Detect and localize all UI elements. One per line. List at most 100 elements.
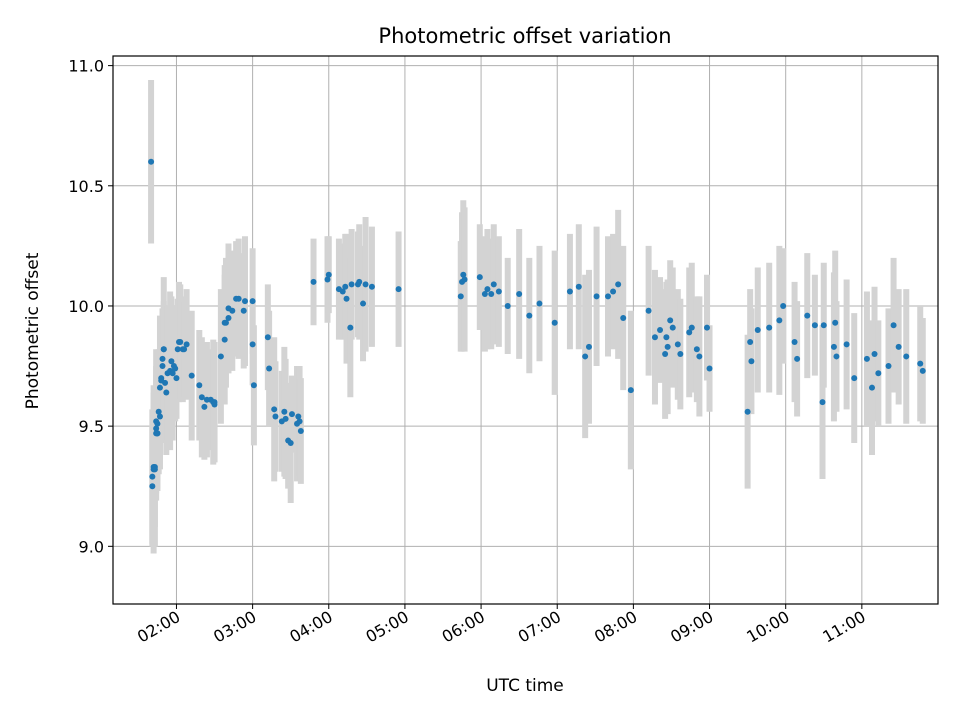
data-point (196, 382, 203, 389)
data-point (804, 312, 811, 319)
y-tick-label: 10.5 (68, 177, 104, 196)
plot-frame (112, 55, 939, 605)
chart-title: Photometric offset variation (378, 24, 671, 48)
data-point (744, 408, 751, 415)
data-point (819, 399, 826, 406)
data-point (610, 288, 617, 295)
data-point (188, 372, 195, 379)
data-point (662, 351, 669, 358)
data-point (281, 408, 288, 415)
data-point (504, 302, 511, 309)
data-point (526, 312, 533, 319)
data-point (903, 353, 910, 360)
data-point (159, 355, 166, 362)
data-point (151, 464, 158, 470)
data-point (663, 334, 670, 341)
data-point (169, 370, 176, 377)
data-point (153, 425, 160, 432)
data-point (310, 278, 317, 285)
data-point (235, 295, 242, 302)
data-point (875, 370, 882, 377)
data-point (222, 319, 229, 326)
data-point (343, 295, 350, 302)
data-point (395, 286, 402, 293)
data-point (895, 343, 902, 350)
data-point (183, 341, 190, 348)
data-point (177, 339, 184, 346)
data-point (174, 346, 181, 353)
data-point (706, 365, 713, 372)
data-point (348, 281, 355, 288)
data-point (536, 300, 543, 307)
data-point (242, 298, 248, 305)
y-tick-label: 10.0 (68, 297, 104, 316)
data-point (780, 302, 787, 309)
data-point (667, 317, 674, 324)
data-point (156, 413, 163, 420)
data-point (356, 278, 363, 285)
data-point (869, 384, 875, 391)
data-point (198, 394, 205, 401)
data-point (460, 271, 467, 278)
data-point (250, 382, 257, 389)
data-point (820, 322, 827, 329)
data-point (585, 343, 592, 350)
data-point (249, 298, 256, 305)
data-point (794, 355, 801, 362)
data-point (645, 307, 652, 314)
data-point (811, 322, 818, 329)
data-point (851, 375, 858, 382)
data-point (173, 375, 180, 382)
y-tick-label: 11.0 (68, 57, 104, 76)
data-point (225, 314, 232, 321)
data-point (201, 403, 208, 410)
data-point (221, 336, 228, 343)
data-point (919, 367, 926, 374)
data-point (766, 324, 773, 331)
data-point (266, 365, 273, 372)
data-point (148, 158, 155, 165)
data-point (688, 324, 695, 331)
data-point (325, 271, 332, 278)
y-axis-label: Photometric offset (23, 252, 43, 409)
data-point (582, 353, 589, 360)
data-point (155, 408, 162, 415)
data-point (748, 358, 755, 365)
data-point (615, 281, 622, 288)
data-point (593, 293, 600, 300)
data-point (627, 387, 634, 394)
data-point (347, 324, 354, 331)
data-point (264, 334, 271, 341)
data-point (154, 430, 161, 437)
data-point (271, 406, 278, 413)
y-tick-label: 9.5 (79, 417, 104, 436)
data-point (495, 288, 502, 295)
data-point (362, 281, 369, 288)
data-point (832, 319, 839, 326)
data-point (324, 276, 331, 283)
data-point (159, 363, 166, 370)
data-point (693, 346, 700, 353)
data-point (149, 483, 156, 490)
data-point (160, 346, 167, 353)
data-point (296, 418, 303, 425)
data-point (360, 300, 367, 307)
data-point (791, 339, 798, 346)
data-point (551, 319, 558, 326)
data-point (154, 420, 161, 427)
data-point (917, 360, 924, 367)
data-point (871, 351, 878, 358)
data-point (181, 346, 188, 353)
data-point (669, 324, 676, 331)
data-point (754, 327, 761, 333)
data-point (776, 317, 783, 324)
data-point (172, 365, 179, 372)
data-point (211, 401, 218, 408)
data-point (843, 341, 850, 348)
data-point (476, 274, 483, 281)
data-point (677, 351, 684, 358)
data-point (297, 427, 304, 434)
data-point (664, 343, 671, 350)
data-point (342, 283, 349, 290)
data-point (461, 276, 468, 283)
